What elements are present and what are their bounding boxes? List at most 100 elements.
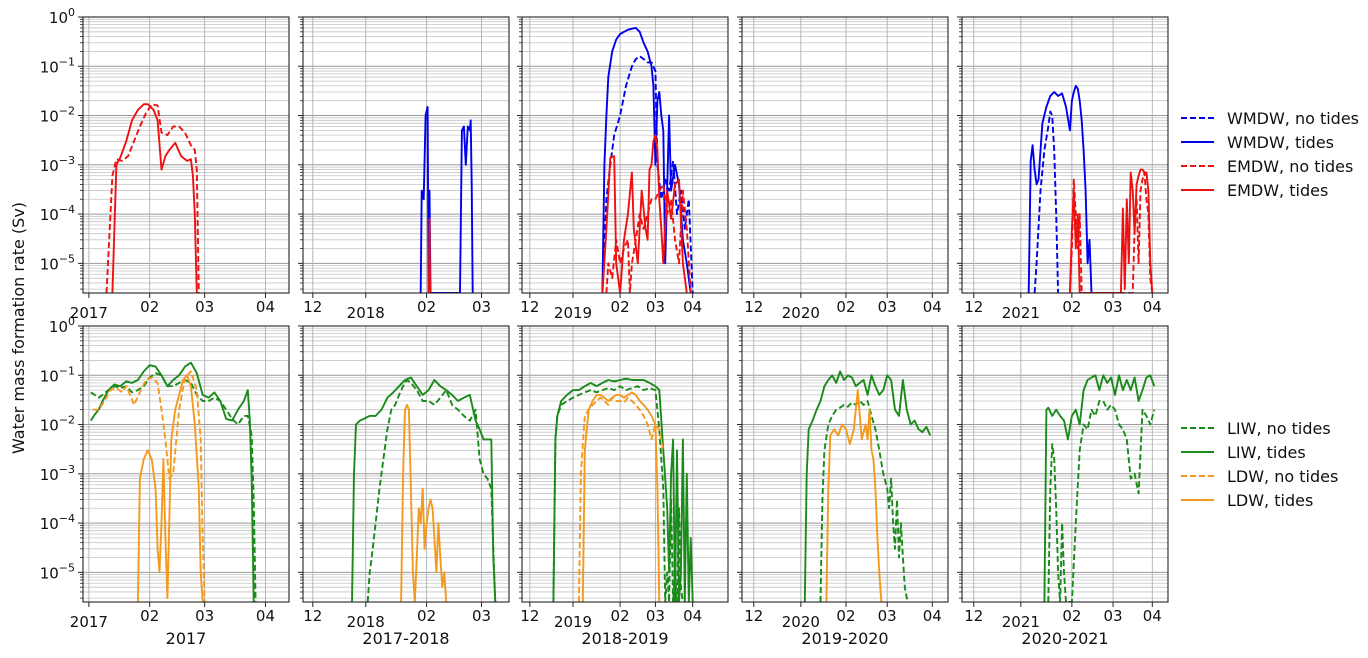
y-tick-label: 10−3 — [40, 154, 75, 175]
column-label: 2020-2021 — [1021, 629, 1108, 648]
x-tick-label: 03 — [646, 607, 665, 625]
series-liw-tides — [351, 376, 497, 602]
panel-frame — [82, 325, 290, 603]
panel-r1-c0: 2017 02 03 04 100 10−1 10−2 10−3 10−4 10−5 — [40, 315, 290, 631]
y-tick-label: 100 — [49, 315, 75, 336]
panel-r1-c4: 12 2021 02 03 04 — [957, 325, 1169, 631]
x-tick-label: 04 — [683, 298, 702, 316]
x-tick-label: 2017 — [70, 304, 108, 322]
x-tick-label: 12 — [744, 607, 763, 625]
legend-label: WMDW, no tides — [1227, 109, 1359, 128]
panel-r0-c2: 12 2019 02 03 04 — [517, 16, 729, 322]
x-tick-label: 2020 — [782, 304, 820, 322]
x-tick-label: 2018 — [347, 613, 385, 631]
panel-frame — [741, 16, 949, 294]
y-tick-label: 10−4 — [40, 203, 75, 224]
panel-r1-c2: 12 2019 02 03 04 — [517, 325, 729, 631]
x-tick-label: 12 — [964, 607, 983, 625]
series-wmdw-no-tides — [1033, 110, 1060, 293]
series-emdw-tides — [1068, 168, 1154, 293]
x-tick-label: 02 — [417, 607, 436, 625]
panel-frame — [521, 325, 729, 603]
series-wmdw-no-tides — [601, 55, 694, 293]
x-tick-label: 02 — [417, 298, 436, 316]
x-tick-label: 12 — [964, 298, 983, 316]
column-label: 2017-2018 — [362, 629, 449, 648]
series-liw-tides — [552, 377, 694, 602]
x-tick-label: 03 — [1104, 607, 1123, 625]
panel-r0-c4: 12 2021 02 03 04 — [957, 16, 1169, 322]
x-tick-label: 02 — [836, 607, 855, 625]
x-tick-label: 02 — [1062, 298, 1081, 316]
x-tick-label: 03 — [195, 607, 214, 625]
y-axis-label: Water mass formation rate (Sv) — [9, 202, 28, 454]
panel-r1-c3: 12 2020 02 03 04 — [737, 325, 949, 631]
legend-label: LIW, no tides — [1227, 419, 1331, 438]
x-tick-label: 03 — [1104, 298, 1123, 316]
y-tick-label: 10−3 — [40, 463, 75, 484]
x-tick-label: 12 — [520, 298, 539, 316]
x-tick-label: 12 — [303, 298, 322, 316]
panel-frame — [302, 325, 510, 603]
series-emdw-tides — [111, 103, 198, 293]
x-tick-label: 02 — [140, 607, 159, 625]
x-tick-label: 03 — [472, 607, 491, 625]
x-tick-label: 03 — [195, 298, 214, 316]
panel-frame — [961, 16, 1169, 294]
series-liw-no-tides — [552, 385, 684, 602]
series-liw-no-tides — [819, 400, 910, 602]
legend-top: WMDW, no tides WMDW, tides EMDW, no tides E… — [1181, 109, 1359, 200]
legend-label: EMDW, no tides — [1227, 157, 1353, 176]
series-liw-no-tides — [90, 372, 257, 602]
x-tick-label: 12 — [303, 607, 322, 625]
x-tick-label: 02 — [140, 298, 159, 316]
x-tick-label: 2019 — [554, 304, 592, 322]
series-ldw-tides — [400, 403, 448, 602]
x-tick-label: 03 — [878, 298, 897, 316]
y-tick-label: 10−4 — [40, 512, 75, 533]
panel-frame — [82, 16, 290, 294]
series-ldw-tides — [825, 389, 883, 602]
x-tick-label: 2021 — [1002, 613, 1040, 631]
legend-label: EMDW, tides — [1227, 181, 1328, 200]
x-tick-label: 02 — [836, 298, 855, 316]
y-tick-label: 10−1 — [40, 364, 75, 385]
x-tick-label: 02 — [611, 298, 630, 316]
x-tick-label: 04 — [923, 607, 942, 625]
x-tick-label: 2017 — [70, 613, 108, 631]
x-tick-label: 03 — [878, 607, 897, 625]
x-tick-label: 03 — [472, 298, 491, 316]
y-tick-label: 10−1 — [40, 55, 75, 76]
y-tick-label: 100 — [49, 6, 75, 27]
y-tick-label: 10−5 — [40, 561, 75, 582]
x-tick-label: 2019 — [554, 613, 592, 631]
series-liw-no-tides — [366, 379, 497, 602]
x-tick-label: 04 — [1143, 607, 1162, 625]
legend-label: LDW, no tides — [1227, 467, 1338, 486]
series-emdw-no-tides — [105, 103, 200, 293]
series-liw-tides — [90, 361, 255, 602]
x-tick-label: 04 — [256, 298, 275, 316]
series-wmdw-tides — [1027, 84, 1094, 293]
x-tick-label: 03 — [646, 298, 665, 316]
legend-label: LIW, tides — [1227, 443, 1306, 462]
panel-r0-c0: 2017 02 03 04 100 10−1 10−2 10−3 10−4 10−5 — [40, 6, 290, 322]
series-wmdw-tides — [601, 26, 692, 293]
series-ldw-tides — [581, 391, 661, 602]
x-tick-label: 12 — [520, 607, 539, 625]
x-tick-label: 04 — [256, 607, 275, 625]
series-emdw-tides — [601, 134, 688, 293]
legend-label: LDW, tides — [1227, 491, 1313, 510]
column-label: 2019-2020 — [801, 629, 888, 648]
panel-frame — [961, 325, 1169, 603]
panel-frame — [302, 16, 510, 294]
series-ldw-tides — [136, 374, 204, 602]
x-tick-label: 12 — [744, 298, 763, 316]
panel-r1-c1: 12 2018 02 03 — [298, 325, 510, 631]
x-tick-label: 04 — [683, 607, 702, 625]
series-liw-no-tides — [1047, 400, 1156, 602]
series-ldw-no-tides — [577, 396, 665, 602]
series-ldw-no-tides — [92, 370, 206, 602]
x-tick-label: 04 — [923, 298, 942, 316]
